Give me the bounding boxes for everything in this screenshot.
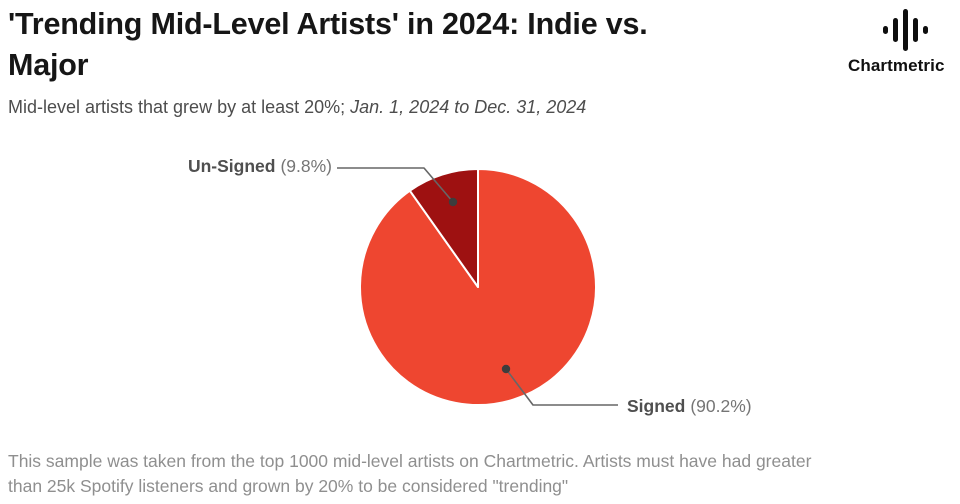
page-title: 'Trending Mid-Level Artists' in 2024: In…	[8, 4, 648, 86]
label-signed-pct: (90.2%)	[690, 396, 752, 416]
chartmetric-waveform-icon	[883, 9, 928, 51]
label-signed: Signed (90.2%)	[627, 396, 752, 417]
waveform-bar	[883, 26, 888, 34]
footnote-line-2: than 25k Spotify listeners and grown by …	[8, 476, 569, 496]
footnote: This sample was taken from the top 1000 …	[8, 449, 811, 499]
chart-subtitle: Mid-level artists that grew by at least …	[8, 97, 586, 118]
chart-subtitle-daterange: Jan. 1, 2024 to Dec. 31, 2024	[350, 97, 587, 117]
chart-subtitle-text: Mid-level artists that grew by at least …	[8, 97, 346, 117]
waveform-bar	[913, 18, 918, 42]
page-title-line-2: Major	[8, 48, 89, 82]
page-title-line-1: 'Trending Mid-Level Artists' in 2024: In…	[8, 7, 648, 41]
label-signed-name: Signed	[627, 396, 686, 416]
label-unsigned-name: Un-Signed	[187, 156, 276, 176]
waveform-bar	[923, 26, 928, 34]
leader-dot-signed	[501, 364, 511, 374]
label-unsigned-pct: (9.8%)	[280, 156, 332, 176]
leader-dot-unsigned	[448, 197, 458, 207]
leader-line-unsigned	[337, 167, 454, 203]
pie-slice-un-signed	[408, 168, 479, 288]
waveform-bar	[903, 9, 908, 51]
waveform-bar	[893, 18, 898, 42]
label-unsigned: Un-Signed (9.8%)	[188, 156, 332, 177]
leader-line-signed	[505, 368, 618, 406]
brand-name: Chartmetric	[848, 56, 945, 75]
footnote-line-1: This sample was taken from the top 1000 …	[8, 451, 812, 471]
